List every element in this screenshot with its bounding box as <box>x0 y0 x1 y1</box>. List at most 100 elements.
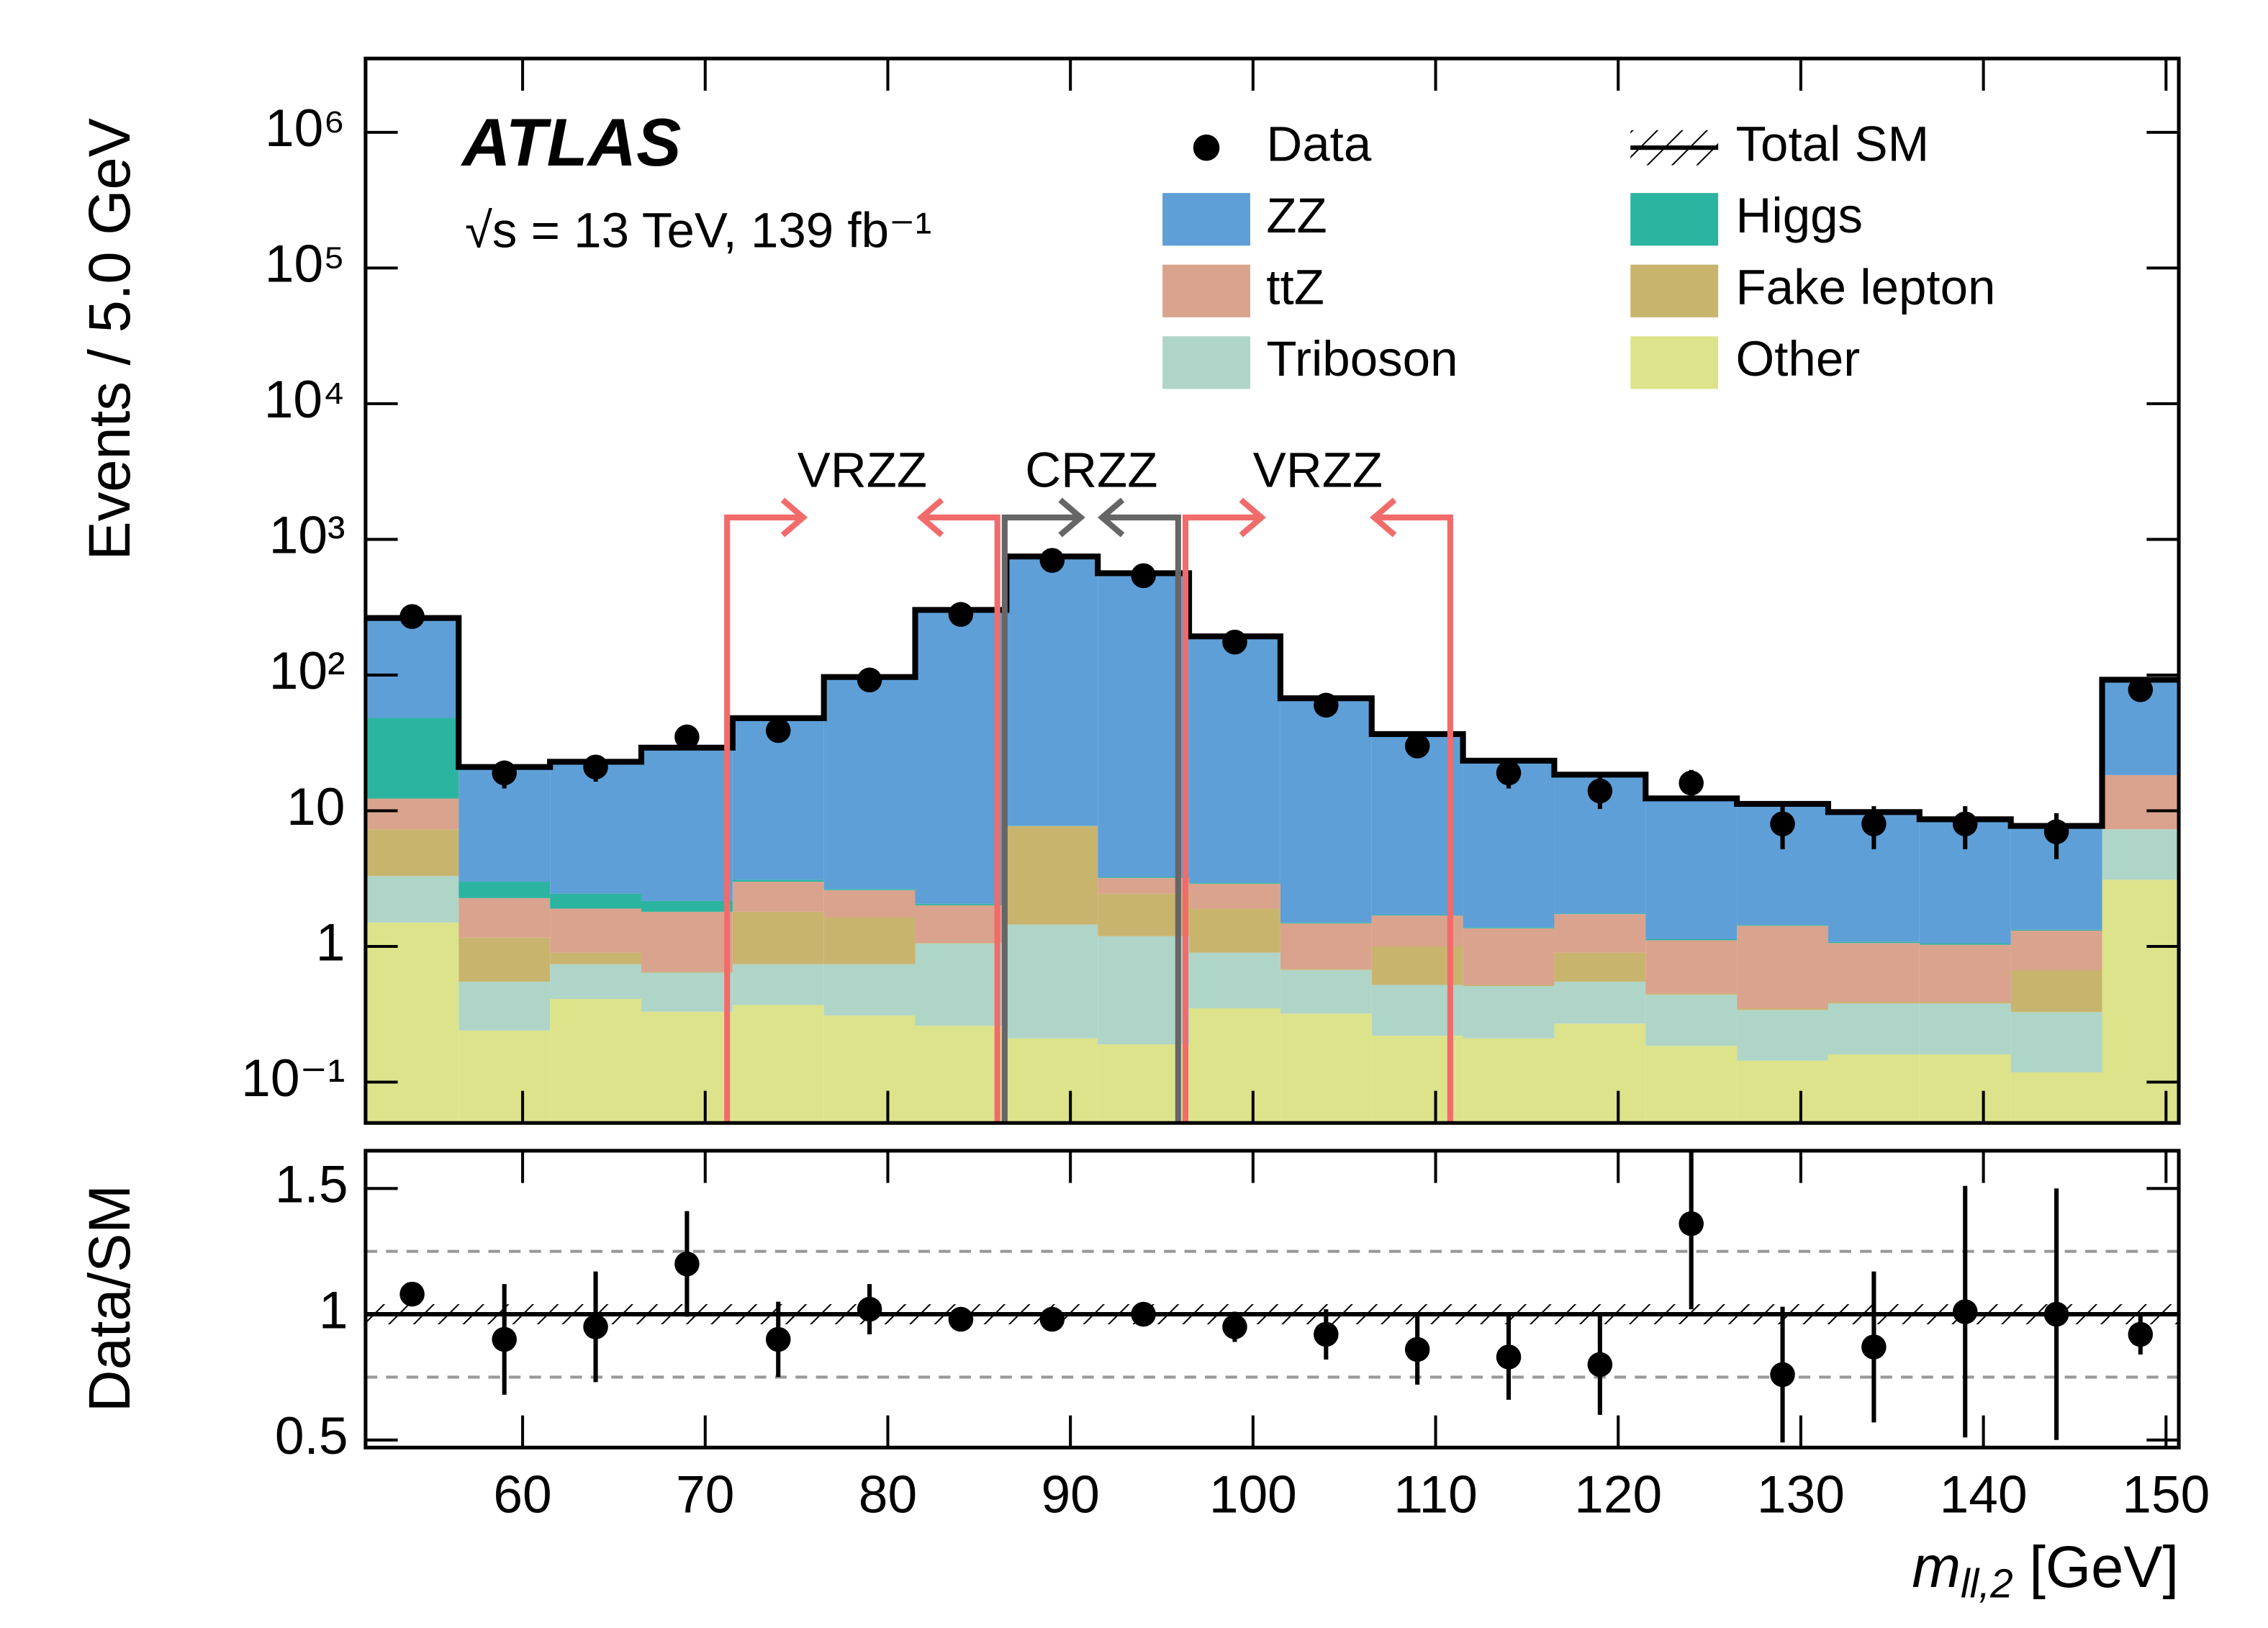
region-boundary <box>1369 497 1453 1123</box>
y-tick-label: 10² <box>269 642 345 700</box>
ratio-point <box>1587 1352 1613 1378</box>
legend-swatch <box>1162 336 1251 389</box>
x-tick-label: 70 <box>676 1466 734 1524</box>
region-boundary <box>724 497 808 1123</box>
y-tick-label: 10⁶ <box>265 99 345 158</box>
data-point <box>948 602 974 627</box>
stack-segment <box>1098 936 1190 1044</box>
legend-label: ZZ <box>1266 187 1327 243</box>
stack-segment <box>1280 923 1372 969</box>
stack-segment <box>1919 944 2011 945</box>
stack-segment <box>1919 1054 2011 1123</box>
stack-segment <box>1463 760 1555 928</box>
x-axis-label: mll,2 [GeV] <box>1912 1534 2179 1606</box>
data-point <box>1131 563 1156 589</box>
legend-label: Fake lepton <box>1736 259 1996 315</box>
ratio-point <box>1314 1321 1339 1347</box>
stack-segment <box>1006 924 1098 1039</box>
legend-label: Total SM <box>1736 115 1930 171</box>
stack-segment <box>1827 943 1920 1003</box>
stack-segment <box>1827 1003 1920 1055</box>
stack-segment <box>1280 969 1372 1014</box>
data-point <box>1404 733 1430 759</box>
x-tick-label: 100 <box>1209 1466 1297 1524</box>
stack-segment <box>365 798 459 830</box>
stack-segment <box>1919 1002 2011 1004</box>
stack-segment <box>1645 939 1738 941</box>
y-tick-label: 10⁻¹ <box>241 1049 345 1108</box>
stack-segment <box>1737 1010 1828 1061</box>
stack-segment <box>1737 1008 1828 1010</box>
data-point <box>765 718 791 743</box>
ratio-point <box>1131 1301 1156 1327</box>
x-tick-label: 120 <box>1574 1466 1662 1524</box>
stack-segment <box>1554 981 1646 1024</box>
legend-swatch <box>1162 264 1251 317</box>
main-frame <box>363 56 2181 1125</box>
ratio-point <box>1679 1211 1704 1236</box>
stack-segment <box>732 879 824 882</box>
stack-segment <box>641 972 733 1012</box>
stack-segment <box>823 1015 916 1123</box>
data-point <box>1496 760 1522 786</box>
stack-segment <box>365 922 459 1123</box>
experiment-label: ATLAS <box>461 104 681 180</box>
stack-segment <box>1098 573 1190 877</box>
stack-segment <box>915 1026 1007 1123</box>
region-label: VRZZ <box>1253 441 1383 497</box>
stack-segment <box>1554 914 1646 953</box>
stack-segment <box>2010 970 2102 1013</box>
data-point <box>2043 819 2069 844</box>
legend-marker <box>1193 134 1220 161</box>
data-point <box>1314 692 1339 718</box>
stack-segment <box>641 911 733 972</box>
stack-segment <box>732 964 824 1005</box>
data-point <box>674 724 700 750</box>
ratio-area <box>365 1150 2179 1443</box>
stack-segment <box>1098 893 1190 936</box>
stack-segment <box>2010 929 2102 931</box>
stack-segment <box>1006 1038 1098 1123</box>
stack-segment <box>641 747 733 901</box>
data-point <box>2128 677 2154 702</box>
stack-segment <box>550 998 641 1123</box>
data-point <box>583 754 608 779</box>
stack-segment <box>1737 1060 1828 1123</box>
ratio-point <box>1496 1344 1522 1370</box>
stack-segment <box>2010 1072 2102 1123</box>
stack-segment <box>550 761 641 894</box>
data-point <box>1861 811 1887 837</box>
region-boundary <box>1182 497 1266 1123</box>
stack-segment <box>641 1011 733 1123</box>
stack-segment <box>365 618 459 718</box>
stack-segment <box>1645 993 1738 995</box>
x-tick-label: 60 <box>493 1466 551 1524</box>
stack-segment <box>732 911 824 964</box>
legend-label: Higgs <box>1736 187 1863 243</box>
data-point <box>1222 629 1247 655</box>
stack-segment <box>1645 940 1738 994</box>
stack-segment <box>823 890 916 918</box>
stack-segment <box>550 893 641 909</box>
legend-label: Data <box>1266 115 1371 171</box>
stack-segment <box>2102 829 2179 880</box>
stack-segment <box>823 677 916 890</box>
stack-segment <box>550 952 641 964</box>
ratio-point <box>492 1326 517 1352</box>
stack-segment <box>915 903 1007 905</box>
stack-segment <box>1463 928 1555 985</box>
stack-segment <box>1006 826 1098 925</box>
ratio-point <box>1861 1334 1887 1360</box>
stack-segment <box>1098 877 1190 894</box>
stack-segment <box>1189 1008 1280 1123</box>
ratio-point <box>1039 1306 1065 1332</box>
stack-segment <box>1280 698 1372 923</box>
y-tick-label: 10 <box>286 778 345 836</box>
stack-segment <box>1919 1003 2011 1055</box>
stack-segment <box>915 610 1007 904</box>
y-tick-label: 10⁵ <box>265 235 345 294</box>
stack-segment <box>732 882 824 912</box>
stack-segment <box>1737 926 1828 1008</box>
x-tick-label: 90 <box>1041 1466 1099 1524</box>
